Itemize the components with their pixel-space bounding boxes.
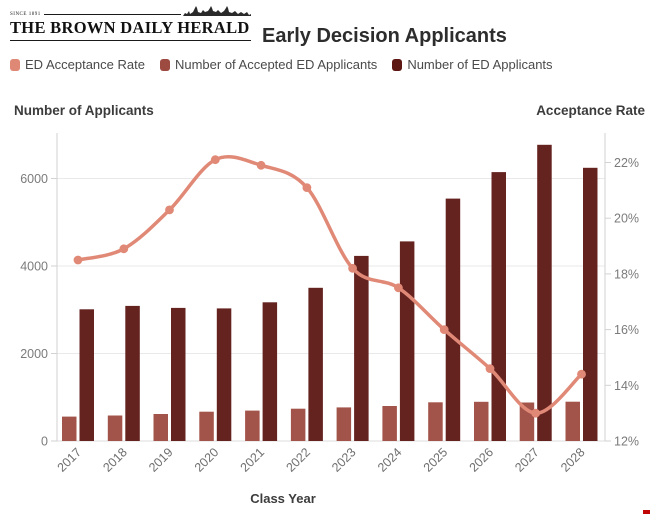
bar-accepted-2023 [336,407,352,441]
bar-accepted-2028 [565,401,580,441]
legend-label: Number of ED Applicants [407,57,553,72]
x-tick-label-2017: 2017 [55,445,85,475]
masthead-top-rule [43,14,181,15]
acceptance-rate-swatch-icon [10,58,20,71]
brown-daily-herald-logo: SINCE 1891 THE BROWN DAILY HERALD [10,6,251,41]
bar-total-2019 [171,307,186,441]
bar-total-2025 [445,198,461,441]
accepted-applicants-swatch-icon [159,58,170,71]
bar-accepted-2021 [245,410,260,441]
left-tick-label: 0 [41,435,48,449]
rate-point-2021 [256,160,266,170]
bar-total-2018 [125,305,140,441]
left-tick-label: 4000 [20,260,48,274]
bar-accepted-2018 [107,415,123,441]
x-tick-label-2026: 2026 [467,445,497,475]
bar-accepted-2024 [382,406,397,441]
rate-point-2017 [73,255,83,265]
x-tick-label-2024: 2024 [375,445,405,475]
legend-item-ed-applicants: Number of ED Applicants [392,57,553,72]
rate-point-2020 [210,155,220,165]
left-tick-label: 2000 [20,347,48,361]
bar-total-2024 [399,241,415,441]
right-tick-label: 16% [614,323,639,337]
bar-total-2023 [354,255,369,441]
legend-item-accepted-applicants: Number of Accepted ED Applicants [159,57,378,72]
bar-accepted-2017 [62,416,77,441]
bar-total-2021 [262,302,278,441]
legend-label: ED Acceptance Rate [25,57,145,72]
rate-point-2022 [302,183,312,193]
x-tick-label-2020: 2020 [192,445,222,475]
corner-red-mark [643,510,650,514]
rate-point-2023 [348,263,357,273]
bar-accepted-2026 [474,401,489,441]
bar-accepted-2022 [290,408,306,441]
x-tick-label-2027: 2027 [512,445,542,475]
bar-accepted-2020 [199,411,214,441]
right-tick-label: 20% [614,212,639,226]
skyline-icon [183,6,251,16]
rate-point-2028 [577,369,586,379]
right-axis-title: Acceptance Rate [536,103,645,118]
rate-point-2025 [439,325,449,334]
x-axis-title: Class Year [250,491,316,506]
x-tick-label-2021: 2021 [238,445,268,475]
x-tick-label-2023: 2023 [329,445,359,475]
legend-label: Number of Accepted ED Applicants [174,57,378,72]
right-tick-label: 14% [614,379,639,393]
rate-point-2024 [394,283,403,293]
bar-total-2020 [216,308,232,441]
right-tick-label: 18% [614,267,639,281]
x-tick-label-2028: 2028 [558,445,588,475]
masthead-since-text: SINCE 1891 [10,12,41,17]
page-title: Early Decision Applicants [262,25,507,48]
x-tick-label-2022: 2022 [283,445,313,475]
masthead-bottom-rule [10,40,251,41]
left-tick-label: 6000 [20,172,48,186]
legend-item-acceptance-rate: ED Acceptance Rate [10,57,145,72]
rate-point-2027 [531,408,541,418]
masthead-name: THE BROWN DAILY HERALD [10,18,250,37]
x-tick-label-2018: 2018 [100,445,130,475]
rate-point-2018 [119,244,129,254]
ed-applicants-swatch-icon [392,58,403,71]
left-axis-title: Number of Applicants [14,103,154,118]
rate-point-2019 [165,205,174,215]
right-tick-label: 22% [614,156,639,170]
x-tick-label-2025: 2025 [421,445,451,475]
right-tick-label: 12% [614,435,639,449]
bar-total-2022 [308,287,323,441]
bar-accepted-2019 [153,414,168,441]
bar-total-2026 [491,172,506,441]
rate-point-2026 [485,364,495,373]
bar-total-2017 [79,309,94,441]
bar-accepted-2025 [428,402,443,441]
bar-total-2027 [537,144,552,442]
legend: ED Acceptance Rate Number of Accepted ED… [10,57,553,72]
bar-total-2028 [583,167,598,442]
x-tick-label-2019: 2019 [146,445,176,475]
